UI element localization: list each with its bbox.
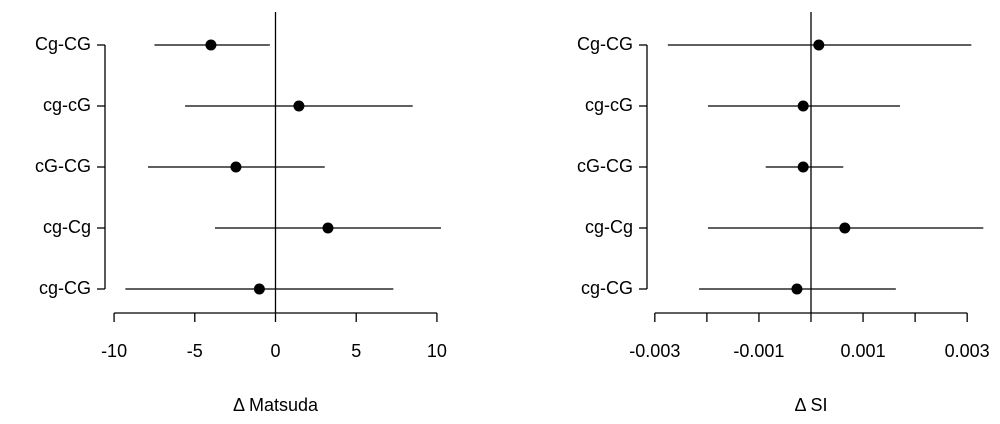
point [293, 100, 305, 112]
x-axis-label: Δ SI [794, 395, 827, 415]
point [839, 222, 851, 234]
point [797, 161, 809, 173]
x-axis-label: Δ Matsuda [233, 395, 319, 415]
y-tick-label: cG-CG [35, 156, 91, 176]
y-tick-label: cg-cG [585, 95, 633, 115]
point [813, 39, 825, 51]
y-tick-label: Cg-CG [577, 34, 633, 54]
point [230, 161, 242, 173]
y-tick-label: cg-CG [39, 278, 91, 298]
point [797, 100, 809, 112]
y-tick-label: cG-CG [577, 156, 633, 176]
y-tick-label: cg-Cg [43, 217, 91, 237]
y-tick-label: Cg-CG [35, 34, 91, 54]
point [253, 283, 265, 295]
x-tick-label: 10 [427, 341, 447, 361]
x-tick-label: 0.001 [841, 341, 886, 361]
x-tick-label: -0.001 [733, 341, 784, 361]
y-tick-label: cg-Cg [585, 217, 633, 237]
x-tick-label: 0.003 [945, 341, 990, 361]
y-tick-label: cg-CG [581, 278, 633, 298]
x-tick-label: -5 [187, 341, 203, 361]
y-tick-label: cg-cG [43, 95, 91, 115]
x-tick-label: -0.003 [629, 341, 680, 361]
point [322, 222, 334, 234]
x-tick-label: 5 [351, 341, 361, 361]
point [791, 283, 803, 295]
point [205, 39, 217, 51]
x-tick-label: -10 [101, 341, 127, 361]
x-tick-label: 0 [270, 341, 280, 361]
